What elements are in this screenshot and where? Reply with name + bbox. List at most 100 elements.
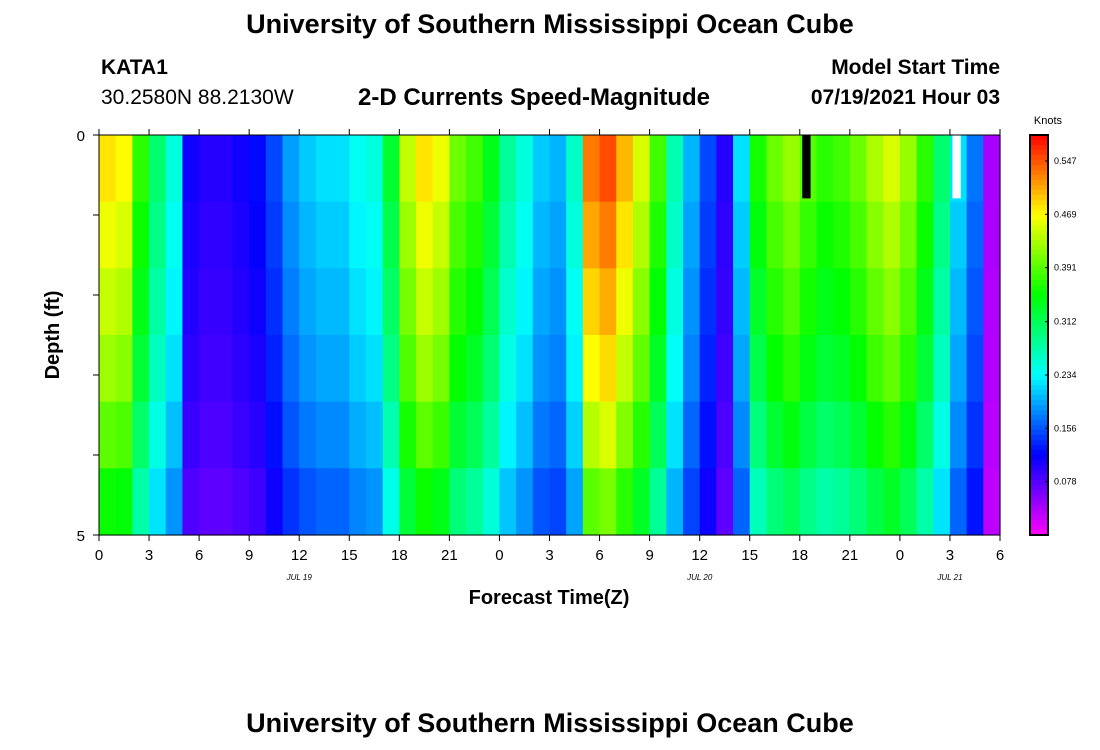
heatmap-cell	[899, 135, 918, 203]
heatmap-cell	[165, 268, 184, 336]
heatmap-cell	[416, 268, 434, 336]
heatmap-cell	[582, 468, 601, 536]
footer-title: University of Southern Mississippi Ocean…	[246, 708, 854, 738]
heatmap-cell	[883, 135, 901, 203]
heatmap-cell	[416, 401, 434, 469]
heatmap-cell	[232, 468, 250, 536]
heatmap-cell	[899, 201, 918, 269]
heatmap-cell	[916, 335, 934, 403]
heatmap-cell	[132, 468, 150, 536]
x-axis: 0 3 6 9 12 15 18 21 0 3 6 9 12 15 18 21 0 3 6 JUL 19 JUL 20 J…	[95, 129, 1004, 582]
heatmap-cell	[165, 401, 184, 469]
colorbar-segment	[1030, 345, 1048, 351]
heatmap-cell	[549, 335, 567, 403]
heatmap-cell	[582, 335, 601, 403]
heatmap-cell	[799, 468, 818, 536]
heatmap-cell	[849, 468, 868, 536]
heatmap-cell	[766, 468, 784, 536]
heatmap-cell	[532, 201, 551, 269]
heatmap-cell	[249, 335, 267, 403]
heatmap-cell	[132, 401, 150, 469]
x-tick-label: 15	[741, 547, 758, 564]
colorbar-segment	[1030, 505, 1048, 511]
heatmap-cell	[299, 135, 317, 203]
heatmap-cell	[682, 268, 701, 336]
x-tick-label: 3	[946, 547, 954, 564]
heatmap-cell	[315, 401, 334, 469]
model-start-value: 07/19/2021 Hour 03	[810, 86, 1000, 109]
x-tick-label: 0	[95, 547, 103, 564]
heatmap-cell	[99, 468, 117, 536]
heatmap-cell	[149, 135, 167, 203]
heatmap-cell	[499, 401, 517, 469]
chart-subtitle: 2-D Currents Speed-Magnitude	[358, 84, 711, 111]
heatmap-cell	[265, 468, 284, 536]
heatmap-cell	[716, 401, 734, 469]
heatmap-cell	[866, 268, 884, 336]
heatmap-cell	[649, 268, 667, 336]
heatmap-cell	[983, 468, 1001, 536]
heatmap-cell	[315, 135, 334, 203]
colorbar-segment	[1030, 250, 1048, 256]
heatmap-cell	[899, 401, 918, 469]
heatmap-cell	[866, 468, 884, 536]
colorbar-tick-label: 0.234	[1054, 370, 1077, 380]
heatmap-markers	[802, 135, 961, 199]
colorbar-segment	[1030, 370, 1048, 376]
heatmap-cell	[265, 401, 284, 469]
heatmap-cell	[949, 335, 968, 403]
heatmap-cell	[215, 201, 234, 269]
colorbar-segment	[1030, 300, 1048, 306]
heatmap-cell	[916, 268, 934, 336]
heatmap-cell	[165, 335, 184, 403]
heatmap-cell	[449, 468, 467, 536]
colorbar-segment	[1030, 460, 1048, 466]
colorbar-segment	[1030, 220, 1048, 226]
heatmap-cell	[215, 135, 234, 203]
heatmap-cell	[699, 201, 717, 269]
heatmap-cell	[883, 201, 901, 269]
heatmap-cell	[699, 268, 717, 336]
colorbar-segment	[1030, 180, 1048, 186]
colorbar-segment	[1030, 230, 1048, 236]
heatmap-cell	[766, 335, 784, 403]
heatmap-cell	[516, 135, 534, 203]
colorbar-segment	[1030, 490, 1048, 496]
colorbar-segment	[1030, 225, 1048, 231]
heatmap-cell	[883, 268, 901, 336]
heatmap-cell	[933, 135, 951, 203]
heatmap-cell	[365, 201, 384, 269]
heatmap-cell	[149, 201, 167, 269]
heatmap-cell	[99, 201, 117, 269]
heatmap-cell	[916, 201, 934, 269]
heatmap-cell	[399, 201, 417, 269]
heatmap-cell	[833, 401, 851, 469]
x-tick-label: 9	[645, 547, 653, 564]
x-tick-label: 18	[391, 547, 408, 564]
heatmap-cell	[149, 268, 167, 336]
heatmap-cell	[816, 201, 834, 269]
heatmap-cell	[449, 335, 467, 403]
heatmap-cell	[182, 201, 200, 269]
heatmap-cell	[466, 401, 484, 469]
heatmap-cell	[532, 401, 551, 469]
heatmap-cell	[432, 268, 450, 336]
heatmap-cell	[282, 335, 300, 403]
model-start-label: Model Start Time	[831, 56, 1000, 79]
heatmap-cell	[115, 135, 133, 203]
heatmap-cell	[933, 268, 951, 336]
colorbar-tick-label: 0.156	[1054, 423, 1077, 433]
colorbar-segment	[1030, 285, 1048, 291]
heatmap-cell	[382, 468, 400, 536]
x-tick-label: 21	[841, 547, 858, 564]
colorbar-segment	[1030, 440, 1048, 446]
heatmap-cell	[299, 401, 317, 469]
x-tick-label: 6	[195, 547, 203, 564]
colorbar-segment	[1030, 360, 1048, 366]
heatmap-cell	[482, 468, 501, 536]
heatmap-cell	[466, 135, 484, 203]
heatmap-cell	[966, 268, 984, 336]
heatmap-cell	[332, 268, 350, 336]
heatmap-cell	[416, 135, 434, 203]
